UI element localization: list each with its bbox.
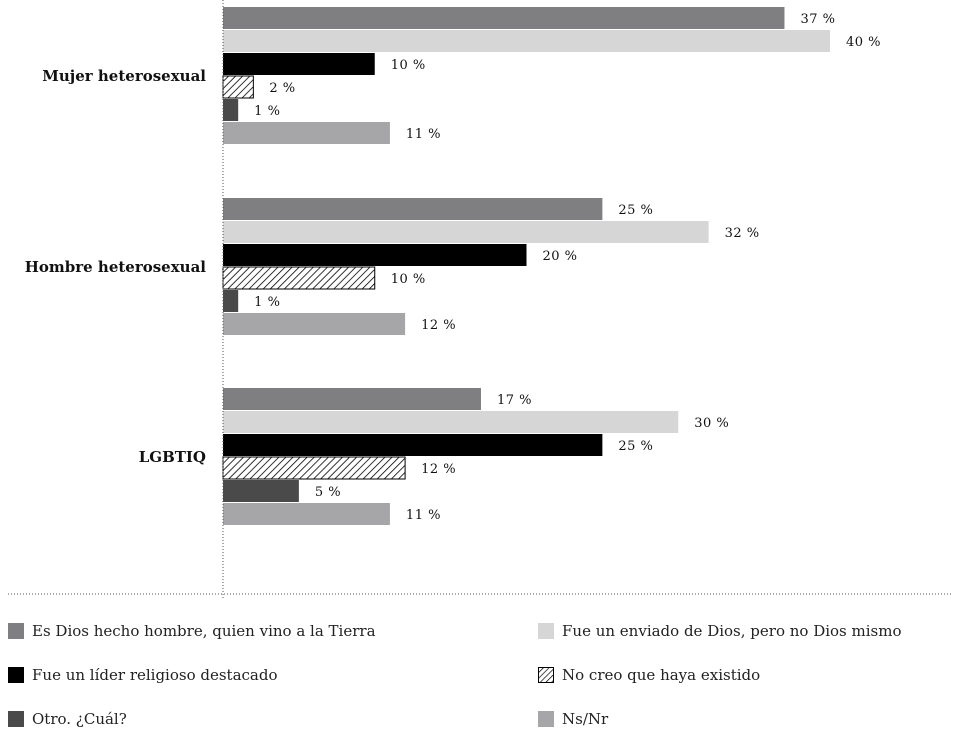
bar-chart: Mujer heterosexual 37 % 40 % 10 % 2 % 1 % 11 %… [8,0,953,598]
legend-item-enviado-de-dios: Fue un enviado de Dios, pero no Dios mis… [538,622,902,640]
bar [223,99,239,121]
legend-item-lider-religioso: Fue un líder religioso destacado [8,666,278,684]
value-label: 11 % [406,508,441,523]
bar [223,411,679,433]
legend-label: Fue un líder religioso destacado [32,666,278,684]
value-label: 5 % [315,485,341,500]
value-label: 30 % [694,416,729,431]
value-label: 17 % [497,393,532,408]
category-label: LGBTIQ [139,448,206,466]
bar [223,198,603,220]
legend-label: Ns/Nr [562,710,609,728]
bar [222,456,406,480]
value-label: 12 % [421,462,456,477]
value-label: 1 % [254,295,280,310]
bar [223,434,603,456]
legend-swatch-icon [8,623,24,639]
value-label: 32 % [725,226,760,241]
value-label: 20 % [543,249,578,264]
bar [222,75,254,99]
value-label: 2 % [269,81,295,96]
value-label: 10 % [391,272,426,287]
legend-label: No creo que haya existido [562,666,761,684]
legend-item-ns-nr: Ns/Nr [538,710,608,728]
value-label: 11 % [406,127,441,142]
legend-swatch-icon [8,667,24,683]
value-label: 25 % [618,203,653,218]
bar [223,244,527,266]
value-label: 40 % [846,35,881,50]
category-label: Mujer heterosexual [42,67,206,85]
legend-swatch-icon [538,711,554,727]
bar [223,313,406,335]
bar [223,122,390,144]
bar [222,266,376,290]
legend-item-otro: Otro. ¿Cuál? [8,710,127,728]
value-label: 10 % [391,58,426,73]
legend-label: Fue un enviado de Dios, pero no Dios mis… [562,622,902,640]
bar [223,53,375,75]
bar [223,290,239,312]
legend-item-dios-hecho-hombre: Es Dios hecho hombre, quien vino a la Ti… [8,622,376,640]
bar [223,388,481,410]
value-label: 37 % [800,12,835,27]
bar [223,7,785,29]
value-label: 25 % [618,439,653,454]
legend-item-no-existio: No creo que haya existido [538,666,760,684]
bar [223,30,830,52]
legend-label: Es Dios hecho hombre, quien vino a la Ti… [32,622,376,640]
bar [223,221,709,243]
legend-swatch-icon [538,623,554,639]
legend-swatch-icon [8,711,24,727]
value-label: 1 % [254,104,280,119]
value-label: 12 % [421,318,456,333]
legend-label: Otro. ¿Cuál? [32,710,127,728]
category-label: Hombre heterosexual [25,258,207,276]
bar [223,503,390,525]
bar [223,480,299,502]
legend-swatch-hatch-icon [538,667,554,683]
